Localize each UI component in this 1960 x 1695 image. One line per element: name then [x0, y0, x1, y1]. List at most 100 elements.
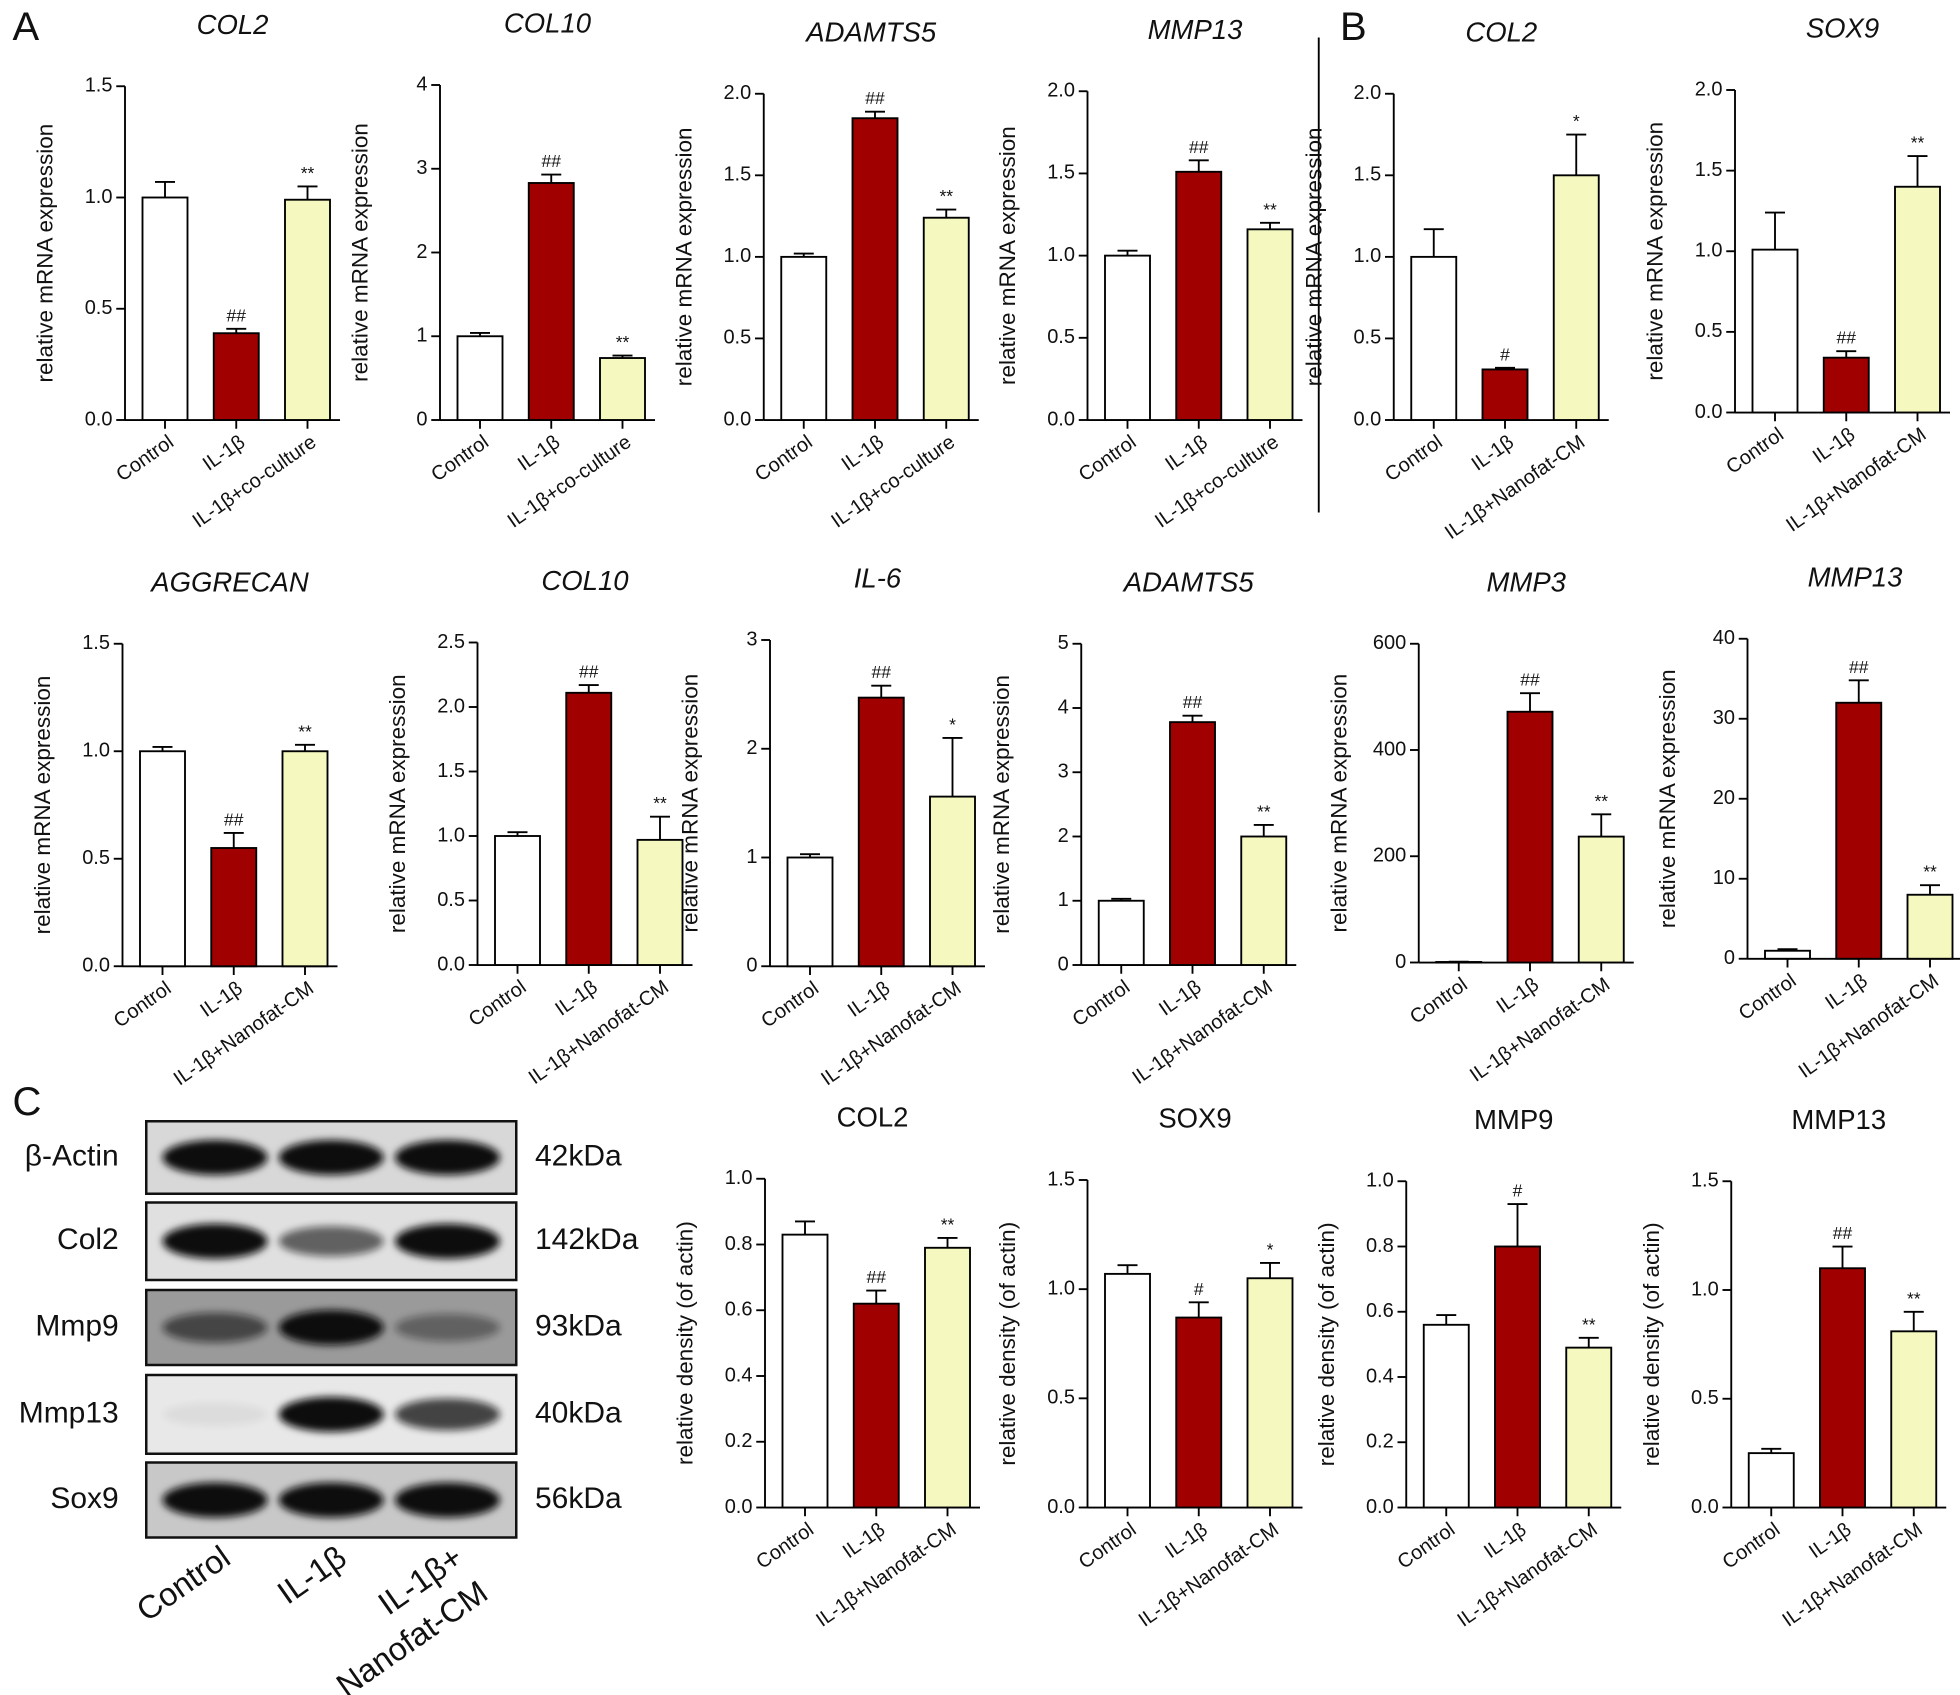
bar — [1104, 1272, 1151, 1509]
chart-title: ADAMTS5 — [1122, 566, 1255, 597]
bar — [1104, 254, 1151, 421]
bar — [565, 691, 613, 966]
lane-label: Control — [130, 1539, 236, 1629]
bar — [1577, 835, 1625, 964]
significance: ** — [1263, 199, 1277, 219]
y-axis-label: relative mRNA expression — [671, 127, 696, 386]
y-tick-label: 1.0 — [82, 740, 110, 762]
y-tick-label: 2.0 — [1353, 82, 1381, 104]
significance: * — [1267, 1239, 1274, 1259]
blot-size-label: 142kDa — [535, 1223, 639, 1256]
y-axis-label: relative density (of actin) — [1314, 1222, 1339, 1466]
bar — [1494, 1245, 1541, 1509]
y-tick-label: 1.5 — [437, 760, 465, 782]
y-tick-label: 0 — [1395, 951, 1406, 973]
y-tick-label: 1.5 — [82, 632, 110, 654]
bar — [1747, 1452, 1795, 1509]
y-axis-label: relative mRNA expression — [1326, 674, 1351, 933]
bar — [1435, 961, 1483, 964]
y-tick-label: 1.0 — [725, 1167, 753, 1189]
x-tick-label: IL-1β — [1155, 976, 1205, 1020]
y-tick-label: 1.0 — [1047, 1277, 1075, 1299]
chart-title: COL2 — [837, 1101, 909, 1132]
y-tick-label: 0 — [416, 408, 427, 430]
x-tick-label: Control — [752, 1519, 817, 1574]
blot-band — [278, 1482, 384, 1518]
x-tick-label: Control — [427, 431, 492, 486]
x-tick-label: IL-1β — [1161, 1519, 1211, 1563]
bar — [1819, 1267, 1866, 1509]
significance: ## — [1833, 1223, 1853, 1243]
significance: ## — [872, 662, 892, 682]
significance: ** — [616, 332, 630, 352]
bar — [1169, 721, 1216, 966]
y-tick-label: 1.0 — [1366, 1170, 1394, 1192]
panel-label: B — [1340, 5, 1367, 49]
blot-size-label: 93kDa — [535, 1309, 622, 1342]
x-tick-label: IL-1β — [551, 976, 601, 1020]
significance: ## — [1849, 657, 1869, 677]
significance: ## — [1183, 692, 1203, 712]
significance: ## — [1520, 670, 1540, 690]
y-tick-label: 4 — [1058, 696, 1069, 718]
y-tick-label: 0 — [746, 955, 757, 977]
y-axis-label: relative density (of actin) — [995, 1222, 1020, 1466]
chart-title: COL2 — [1465, 16, 1537, 47]
y-tick-label: 1.5 — [723, 164, 751, 186]
significance: * — [949, 714, 956, 734]
blot-row-label: Col2 — [57, 1223, 119, 1256]
significance: # — [1500, 344, 1510, 364]
bar — [527, 182, 575, 421]
bar — [852, 1302, 900, 1509]
y-tick-label: 1.0 — [723, 245, 751, 267]
chart-title: IL-6 — [854, 563, 902, 594]
significance: ## — [1837, 328, 1857, 348]
chart-title: COL10 — [504, 8, 592, 39]
y-tick-label: 0.0 — [1353, 408, 1381, 430]
y-tick-label: 1.5 — [85, 75, 113, 97]
x-tick-label: Control — [1406, 974, 1471, 1029]
y-axis-label: relative mRNA expression — [30, 676, 55, 935]
bar — [1506, 710, 1554, 964]
x-tick-label: Control — [1735, 970, 1800, 1025]
y-tick-label: 0.0 — [1047, 1496, 1075, 1518]
y-tick-label: 0.5 — [1353, 327, 1381, 349]
lane-label: IL-1β — [271, 1539, 353, 1611]
y-tick-label: 2.5 — [437, 631, 465, 653]
blot-size-label: 56kDa — [535, 1482, 622, 1515]
chart-title: MMP9 — [1474, 1104, 1553, 1135]
bar — [781, 1233, 829, 1509]
blot-band — [162, 1402, 268, 1426]
y-tick-label: 2 — [1058, 825, 1069, 847]
y-tick-label: 0.0 — [1366, 1496, 1394, 1518]
blot-band — [278, 1396, 384, 1432]
bar — [1764, 949, 1811, 960]
significance: ## — [867, 1267, 887, 1287]
x-tick-label: Control — [757, 977, 822, 1032]
bar — [780, 255, 828, 421]
x-tick-label: IL-1β — [844, 977, 894, 1021]
y-tick-label: 1.0 — [1353, 245, 1381, 267]
bar — [851, 117, 899, 421]
bar — [599, 357, 646, 421]
y-tick-label: 0.5 — [437, 889, 465, 911]
y-tick-label: 5 — [1058, 632, 1069, 654]
y-tick-label: 1 — [746, 846, 757, 868]
x-tick-label: Control — [110, 977, 175, 1032]
x-tick-label: IL-1β+co-culture — [1151, 431, 1283, 532]
y-tick-label: 1.5 — [1047, 162, 1075, 184]
bar — [924, 1246, 971, 1509]
y-axis-label: relative mRNA expression — [1301, 127, 1326, 386]
bar — [922, 216, 970, 421]
y-tick-label: 1.0 — [1691, 1278, 1719, 1300]
bar — [212, 332, 260, 421]
blot-band — [278, 1310, 384, 1345]
chart-title: COL2 — [197, 9, 269, 40]
blot-band — [278, 1140, 384, 1175]
significance: ** — [941, 1214, 955, 1234]
y-tick-label: 0.0 — [723, 408, 751, 430]
bar — [1175, 170, 1223, 421]
significance: ** — [1923, 862, 1937, 882]
bar — [139, 750, 186, 968]
x-tick-label: Control — [1069, 976, 1134, 1031]
